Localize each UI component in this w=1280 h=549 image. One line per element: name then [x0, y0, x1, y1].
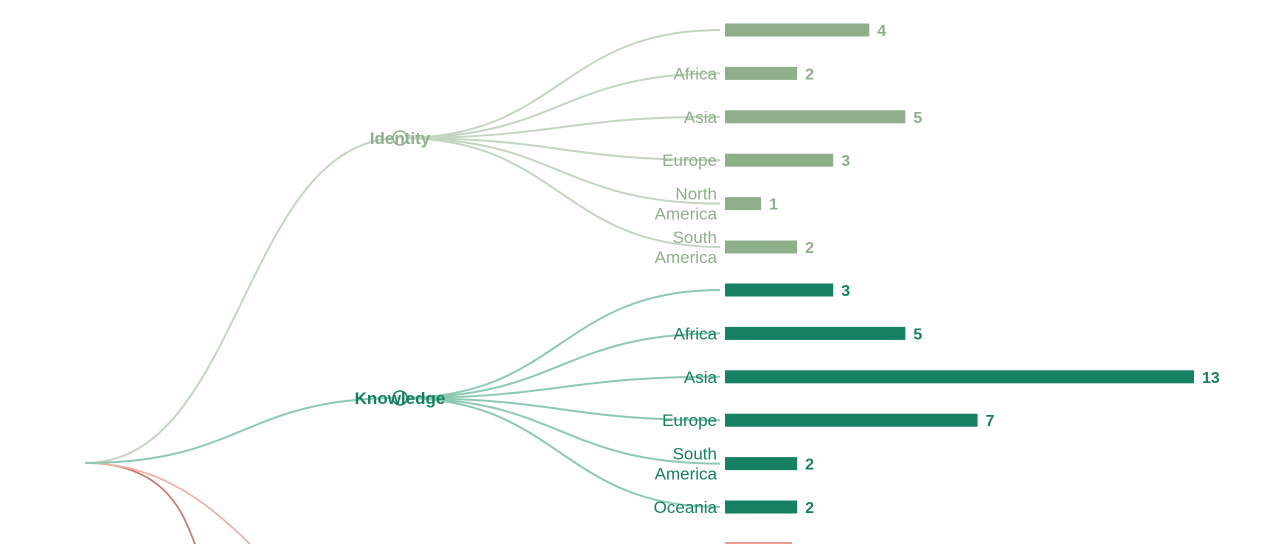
bars-layer: [725, 23, 1194, 544]
category-label-identity-2: Asia: [684, 108, 718, 127]
nodes-layer: Identity Knowledge: [355, 129, 446, 408]
link-offscreen-a: [84, 462, 196, 545]
link-identity-1: [399, 72, 721, 139]
link-knowledge-4: [399, 397, 721, 465]
category-label-knowledge-2: Asia: [684, 368, 718, 387]
category-label-knowledge-3: Europe: [662, 411, 717, 430]
bar-identity-2: [725, 110, 906, 124]
node-identity: [392, 130, 408, 146]
link-knowledge-2: [399, 375, 721, 399]
bar-identity-0: [725, 23, 870, 37]
value-label-knowledge-1: 5: [913, 326, 922, 343]
category-label-identity-4: North America: [655, 185, 718, 224]
link-identity-5: [399, 137, 721, 248]
link-offscreen-b: [84, 462, 251, 545]
value-label-identity-5: 2: [805, 240, 814, 257]
bar-knowledge-1: [725, 326, 906, 340]
category-label-identity-3: Europe: [662, 151, 717, 170]
category-label-knowledge-1: Africa: [674, 324, 718, 343]
value-label-identity-0: 4: [877, 23, 886, 40]
link-identity-2: [399, 115, 721, 139]
link-identity-4: [399, 137, 721, 205]
bar-knowledge-4: [725, 457, 798, 471]
bar-identity-1: [725, 66, 798, 80]
value-label-knowledge-3: 7: [986, 413, 995, 430]
value-label-knowledge-4: 2: [805, 457, 814, 474]
link-identity-3: [399, 137, 721, 162]
link-knowledge-3: [399, 397, 721, 422]
category-label-identity-5: South America: [655, 228, 718, 267]
bar-identity-5: [725, 240, 798, 254]
value-label-identity-4: 1: [769, 197, 778, 214]
link-identity-0: [399, 29, 721, 139]
labels-layer: 4 2 Africa 5 Asia 3 Europe 1 North America 2 South A…: [654, 23, 1220, 517]
links-layer: [84, 29, 721, 545]
group-label-knowledge: Knowledge: [355, 389, 446, 408]
value-label-knowledge-5: 2: [805, 500, 814, 517]
category-label-identity-1: Africa: [674, 64, 718, 83]
bar-offscreen: [725, 542, 792, 544]
link-root-knowledge: [84, 397, 401, 464]
value-label-knowledge-0: 3: [841, 283, 850, 300]
link-knowledge-1: [399, 332, 721, 399]
bar-knowledge-3: [725, 413, 978, 427]
link-knowledge-0: [399, 289, 721, 399]
link-knowledge-5: [399, 397, 721, 508]
group-label-identity: Identity: [370, 129, 431, 148]
category-label-knowledge-5: Oceania: [654, 498, 718, 517]
value-label-knowledge-2: 13: [1202, 370, 1220, 387]
bar-knowledge-0: [725, 283, 834, 297]
value-label-identity-3: 3: [841, 153, 850, 170]
category-label-knowledge-4: South America: [655, 445, 718, 484]
link-root-identity: [84, 137, 401, 464]
bar-knowledge-2: [725, 370, 1194, 384]
bar-knowledge-5: [725, 500, 798, 514]
bar-identity-3: [725, 153, 834, 167]
value-label-identity-2: 5: [913, 110, 922, 127]
bar-identity-4: [725, 197, 762, 211]
node-knowledge: [392, 390, 408, 406]
value-label-identity-1: 2: [805, 66, 814, 83]
